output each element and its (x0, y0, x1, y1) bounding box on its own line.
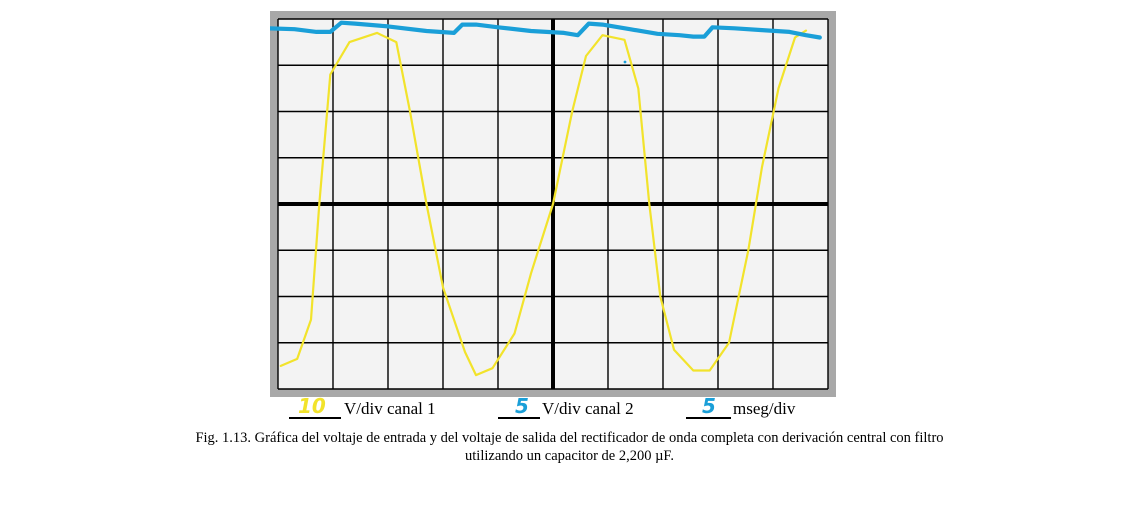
input-voltage-trace (279, 29, 808, 377)
output-voltage-trace (270, 20, 822, 40)
traces (270, 20, 822, 377)
caption-line-2: utilizando un capacitor de 2,200 µF. (465, 448, 674, 464)
ch1-value-handwritten: 10 (298, 394, 326, 418)
ch2-value-blank (498, 417, 540, 419)
ch1-value-blank (289, 417, 341, 419)
time-value-handwritten: 5 (702, 394, 716, 418)
figure-caption: Fig. 1.13. Gráfica del voltaje de entrad… (20, 429, 1119, 465)
stray-dot (623, 60, 627, 64)
time-value-blank (686, 417, 731, 419)
oscilloscope-screen (270, 11, 836, 397)
caption-line-1: Fig. 1.13. Gráfica del voltaje de entrad… (195, 430, 944, 446)
ch2-scale-label: V/div canal 2 (542, 399, 634, 418)
ch1-scale-label: V/div canal 1 (344, 399, 436, 418)
scope-settings: 10 V/div canal 1 5 V/div canal 2 5 mseg/… (270, 394, 870, 425)
ch2-value-handwritten: 5 (515, 394, 529, 418)
time-scale-label: mseg/div (733, 399, 796, 418)
